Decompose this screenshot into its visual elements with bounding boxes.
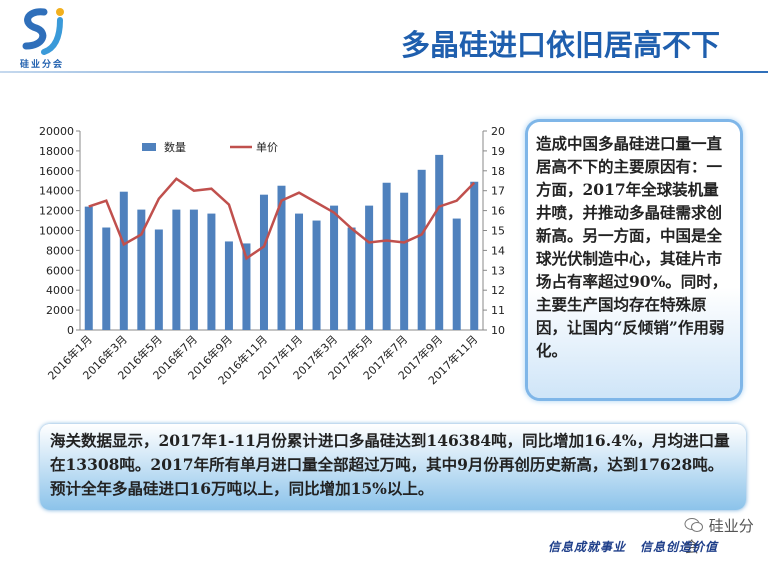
bar: [189, 209, 198, 330]
y2-tick-label: 10: [491, 324, 505, 337]
bar: [435, 154, 444, 330]
logo: [22, 8, 64, 55]
y-tick-label: 6000: [46, 264, 74, 277]
y-tick-label: 14000: [39, 185, 74, 198]
bar: [172, 209, 181, 330]
bar: [102, 227, 111, 330]
bar: [452, 218, 461, 330]
bar: [382, 182, 391, 330]
bar: [295, 213, 304, 330]
wechat-icon: [684, 518, 703, 532]
footer: 信息成就事业 信息创造价值: [548, 538, 732, 555]
y2-tick-label: 19: [491, 145, 505, 158]
bar: [312, 220, 321, 330]
bar: [330, 205, 339, 330]
bar: [224, 241, 233, 330]
y2-tick-label: 17: [491, 185, 505, 198]
y-tick-label: 4000: [46, 284, 74, 297]
bar: [154, 229, 163, 330]
bar: [470, 181, 479, 330]
y-tick-label: 8000: [46, 244, 74, 257]
slogan: 信息创造价值: [640, 540, 719, 554]
legend-label: 数量: [164, 141, 186, 154]
bar: [259, 194, 268, 330]
title-rule: [0, 71, 768, 73]
bar: [347, 227, 356, 330]
y-tick-label: 2000: [46, 304, 74, 317]
y-tick-label: 20000: [39, 125, 74, 138]
watermark: 硅业分会: [684, 515, 768, 557]
summary-box: 海关数据显示，2017年1-11月份累计进口多晶硅达到146384吨，同比增加1…: [40, 424, 746, 510]
y2-tick-label: 18: [491, 165, 505, 178]
y2-tick-label: 16: [491, 205, 505, 218]
y2-tick-label: 13: [491, 264, 505, 277]
y-tick-label: 18000: [39, 145, 74, 158]
y-tick-label: 16000: [39, 165, 74, 178]
watermark-text: 硅业分会: [684, 517, 754, 556]
y2-tick-label: 20: [491, 125, 505, 138]
bar: [277, 185, 286, 330]
legend-swatch: [142, 143, 156, 151]
slogan: 信息成就事业: [548, 540, 627, 554]
bar: [119, 191, 128, 330]
logo-text: 硅业分会: [20, 60, 65, 70]
bar: [365, 205, 374, 330]
line: [88, 177, 476, 261]
bar: [137, 209, 146, 330]
chart: 0 2000 4000 6000 8000 10000 12000 14000 16000 180…: [39, 125, 505, 387]
side-note: 造成中国多晶硅进口量一直居高不下的主要原因有：一方面，2017年全球装机量井喷，…: [528, 122, 740, 398]
y2-tick-label: 14: [491, 244, 505, 257]
y-tick-label: 12000: [39, 205, 74, 218]
bar: [84, 206, 93, 330]
y2-tick-label: 15: [491, 225, 505, 238]
slide-title: 多晶硅进口依旧居高不下: [400, 28, 720, 62]
y2-tick-label: 12: [491, 284, 505, 297]
legend-label: 单价: [256, 141, 278, 154]
y-tick-label: 10000: [39, 225, 74, 238]
y-tick-label: 0: [67, 324, 74, 337]
bar: [400, 192, 409, 330]
bar: [417, 169, 426, 330]
bar: [242, 243, 251, 330]
bar: [207, 213, 216, 330]
y2-tick-label: 11: [491, 304, 505, 317]
